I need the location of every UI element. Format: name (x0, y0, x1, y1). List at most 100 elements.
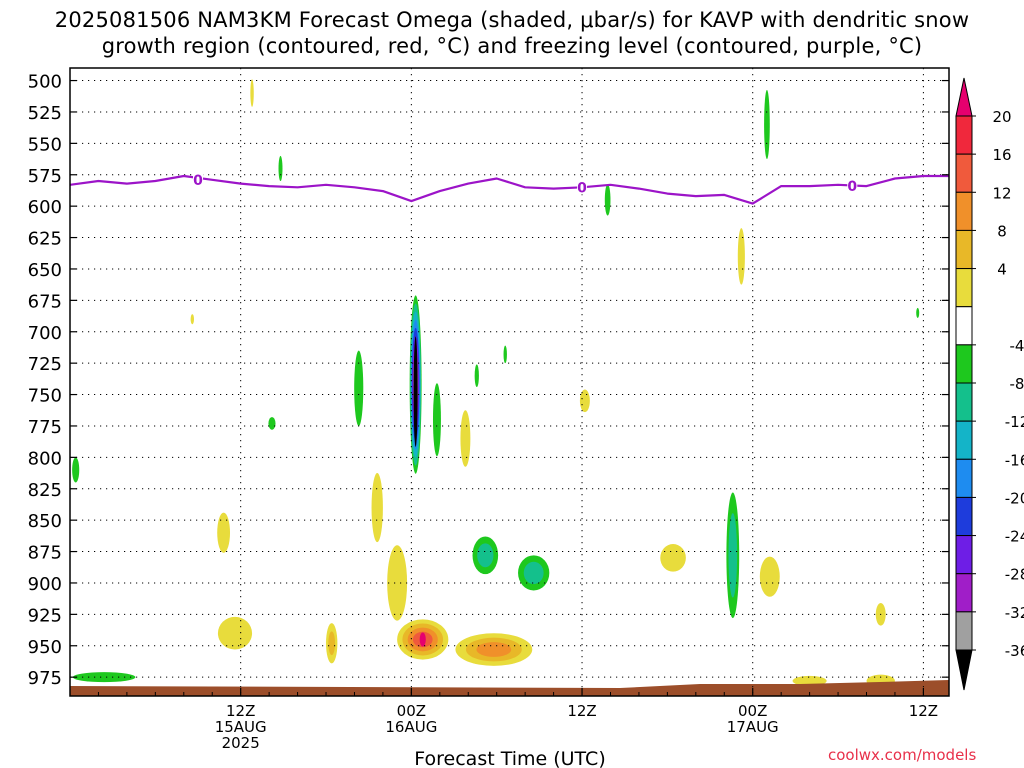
omega-contour-28-0 (250, 79, 254, 107)
freezing-level-line (70, 174, 949, 205)
colorbar-bin-3 (955, 229, 973, 270)
omega-feature-13 (916, 307, 920, 318)
omega-feature-17 (455, 633, 533, 666)
omega-contour-17-2 (476, 642, 512, 657)
omega-feature-33 (792, 675, 827, 686)
omega-feature-19 (387, 545, 408, 621)
y-tick-label-575: 575 (28, 166, 62, 187)
x-tick-label-1-1: 16AUG (385, 718, 437, 736)
y-tick-label-775: 775 (28, 417, 62, 438)
omega-core-0 (413, 336, 418, 447)
y-tick-label-500: 500 (28, 72, 62, 93)
omega-contour-24-0 (759, 556, 780, 597)
omega-contour-1-0 (354, 350, 364, 426)
omega-contour-3-0 (474, 364, 479, 388)
colorbar-label-2: 12 (992, 184, 1011, 202)
freezing-level-label-1: 0 (577, 180, 587, 196)
y-tick-label-975: 975 (28, 668, 62, 689)
colorbar-bin-5 (955, 306, 973, 346)
omega-feature-15 (72, 672, 136, 683)
omega-contour-19-0 (387, 545, 408, 621)
omega-feature-31 (977, 618, 983, 649)
colorbar-label-11: -28 (1005, 566, 1024, 584)
omega-contour-5-1 (477, 543, 494, 568)
omega-feature-12 (278, 155, 283, 182)
x-tick-label-0-0: 12Z (226, 702, 255, 720)
x-tick-label-3-1: 17AUG (727, 718, 779, 736)
omega-contour-23-0 (737, 228, 745, 285)
y-tick-label-875: 875 (28, 543, 62, 564)
y-axis: 500 525 550 575 600 625 650 675 700 725 750 775 800 8… (28, 72, 949, 689)
freezing-level-contour: 0 0 0 (70, 172, 949, 205)
y-tick-label-650: 650 (28, 260, 62, 281)
colorbar-bin-4 (955, 268, 973, 308)
omega-contour-11-0 (604, 184, 611, 216)
omega-feature-26 (217, 512, 231, 553)
freezing-level-label-0: 0 (193, 173, 203, 189)
colorbar-label-4: 4 (997, 261, 1007, 279)
omega-feature-7 (726, 492, 740, 619)
y-tick-label-800: 800 (28, 448, 62, 469)
colorbar-bin-10 (955, 496, 973, 537)
colorbar-label-0: 20 (992, 108, 1011, 126)
colorbar-bin-13 (955, 611, 973, 651)
grid-lines (70, 68, 949, 696)
omega-feature-28 (250, 79, 254, 107)
omega-feature-27 (217, 616, 253, 650)
omega-contour-18-1 (328, 631, 336, 656)
y-tick-label-900: 900 (28, 574, 62, 595)
colorbar-label-8: -16 (1005, 451, 1024, 469)
colorbar-label-6: -8 (1010, 375, 1024, 393)
y-tick-label-750: 750 (28, 386, 62, 407)
x-tick-label-4-0: 12Z (909, 702, 938, 720)
colorbar-bin-1 (955, 153, 973, 193)
colorbar-label-9: -20 (1005, 489, 1024, 507)
x-tick-label-2-0: 12Z (567, 702, 596, 720)
y-tick-label-625: 625 (28, 229, 62, 250)
omega-contour-14-0 (72, 457, 80, 483)
colorbar-top-triangle (955, 77, 973, 117)
colorbar-bin-6 (955, 344, 973, 384)
omega-contour-12-0 (278, 155, 283, 182)
omega-contour-33-0 (792, 675, 827, 686)
freezing-label-bg-2 (847, 179, 858, 194)
x-tick-label-1-0: 00Z (397, 702, 426, 720)
y-tick-label-925: 925 (28, 605, 62, 626)
colorbar-label-3: 8 (997, 222, 1007, 240)
omega-contour-29-0 (190, 314, 195, 325)
plot-frame (69, 67, 950, 697)
terrain-fill (70, 680, 949, 696)
omega-feature-22 (579, 389, 590, 413)
omega-feature-25 (660, 544, 686, 572)
omega-feature-11 (604, 184, 611, 216)
omega-contour-10-0 (764, 89, 770, 160)
x-tick-label-3-0: 00Z (738, 702, 767, 720)
omega-contour-8-0 (268, 417, 276, 430)
omega-feature-6 (518, 555, 550, 591)
y-tick-label-600: 600 (28, 197, 62, 218)
omega-feature-18 (326, 623, 338, 664)
omega-feature-20 (371, 473, 383, 543)
omega-feature-16 (397, 619, 449, 660)
omega-contour-27-0 (217, 616, 253, 650)
colorbar-bin-8 (955, 420, 973, 460)
omega-contour-4-0 (503, 345, 507, 364)
omega-feature-0 (409, 295, 422, 474)
colorbar-bottom-triangle (955, 649, 973, 691)
x-axis-label: Forecast Time (UTC) (414, 748, 605, 768)
omega-contour-21-0 (460, 410, 471, 467)
omega-feature-10 (764, 89, 770, 160)
omega-contour-31-0 (977, 618, 983, 649)
y-tick-label-525: 525 (28, 103, 62, 124)
colorbar-bin-12 (955, 573, 973, 613)
omega-core-16 (419, 632, 426, 647)
omega-feature-21 (460, 410, 471, 467)
omega-feature-8 (268, 417, 276, 430)
colorbar-bin-0 (955, 115, 973, 155)
y-tick-label-675: 675 (28, 291, 62, 312)
chart-title-line-1: 2025081506 NAM3KM Forecast Omega (shaded… (54, 8, 970, 32)
colorbar-bin-9 (955, 458, 973, 498)
